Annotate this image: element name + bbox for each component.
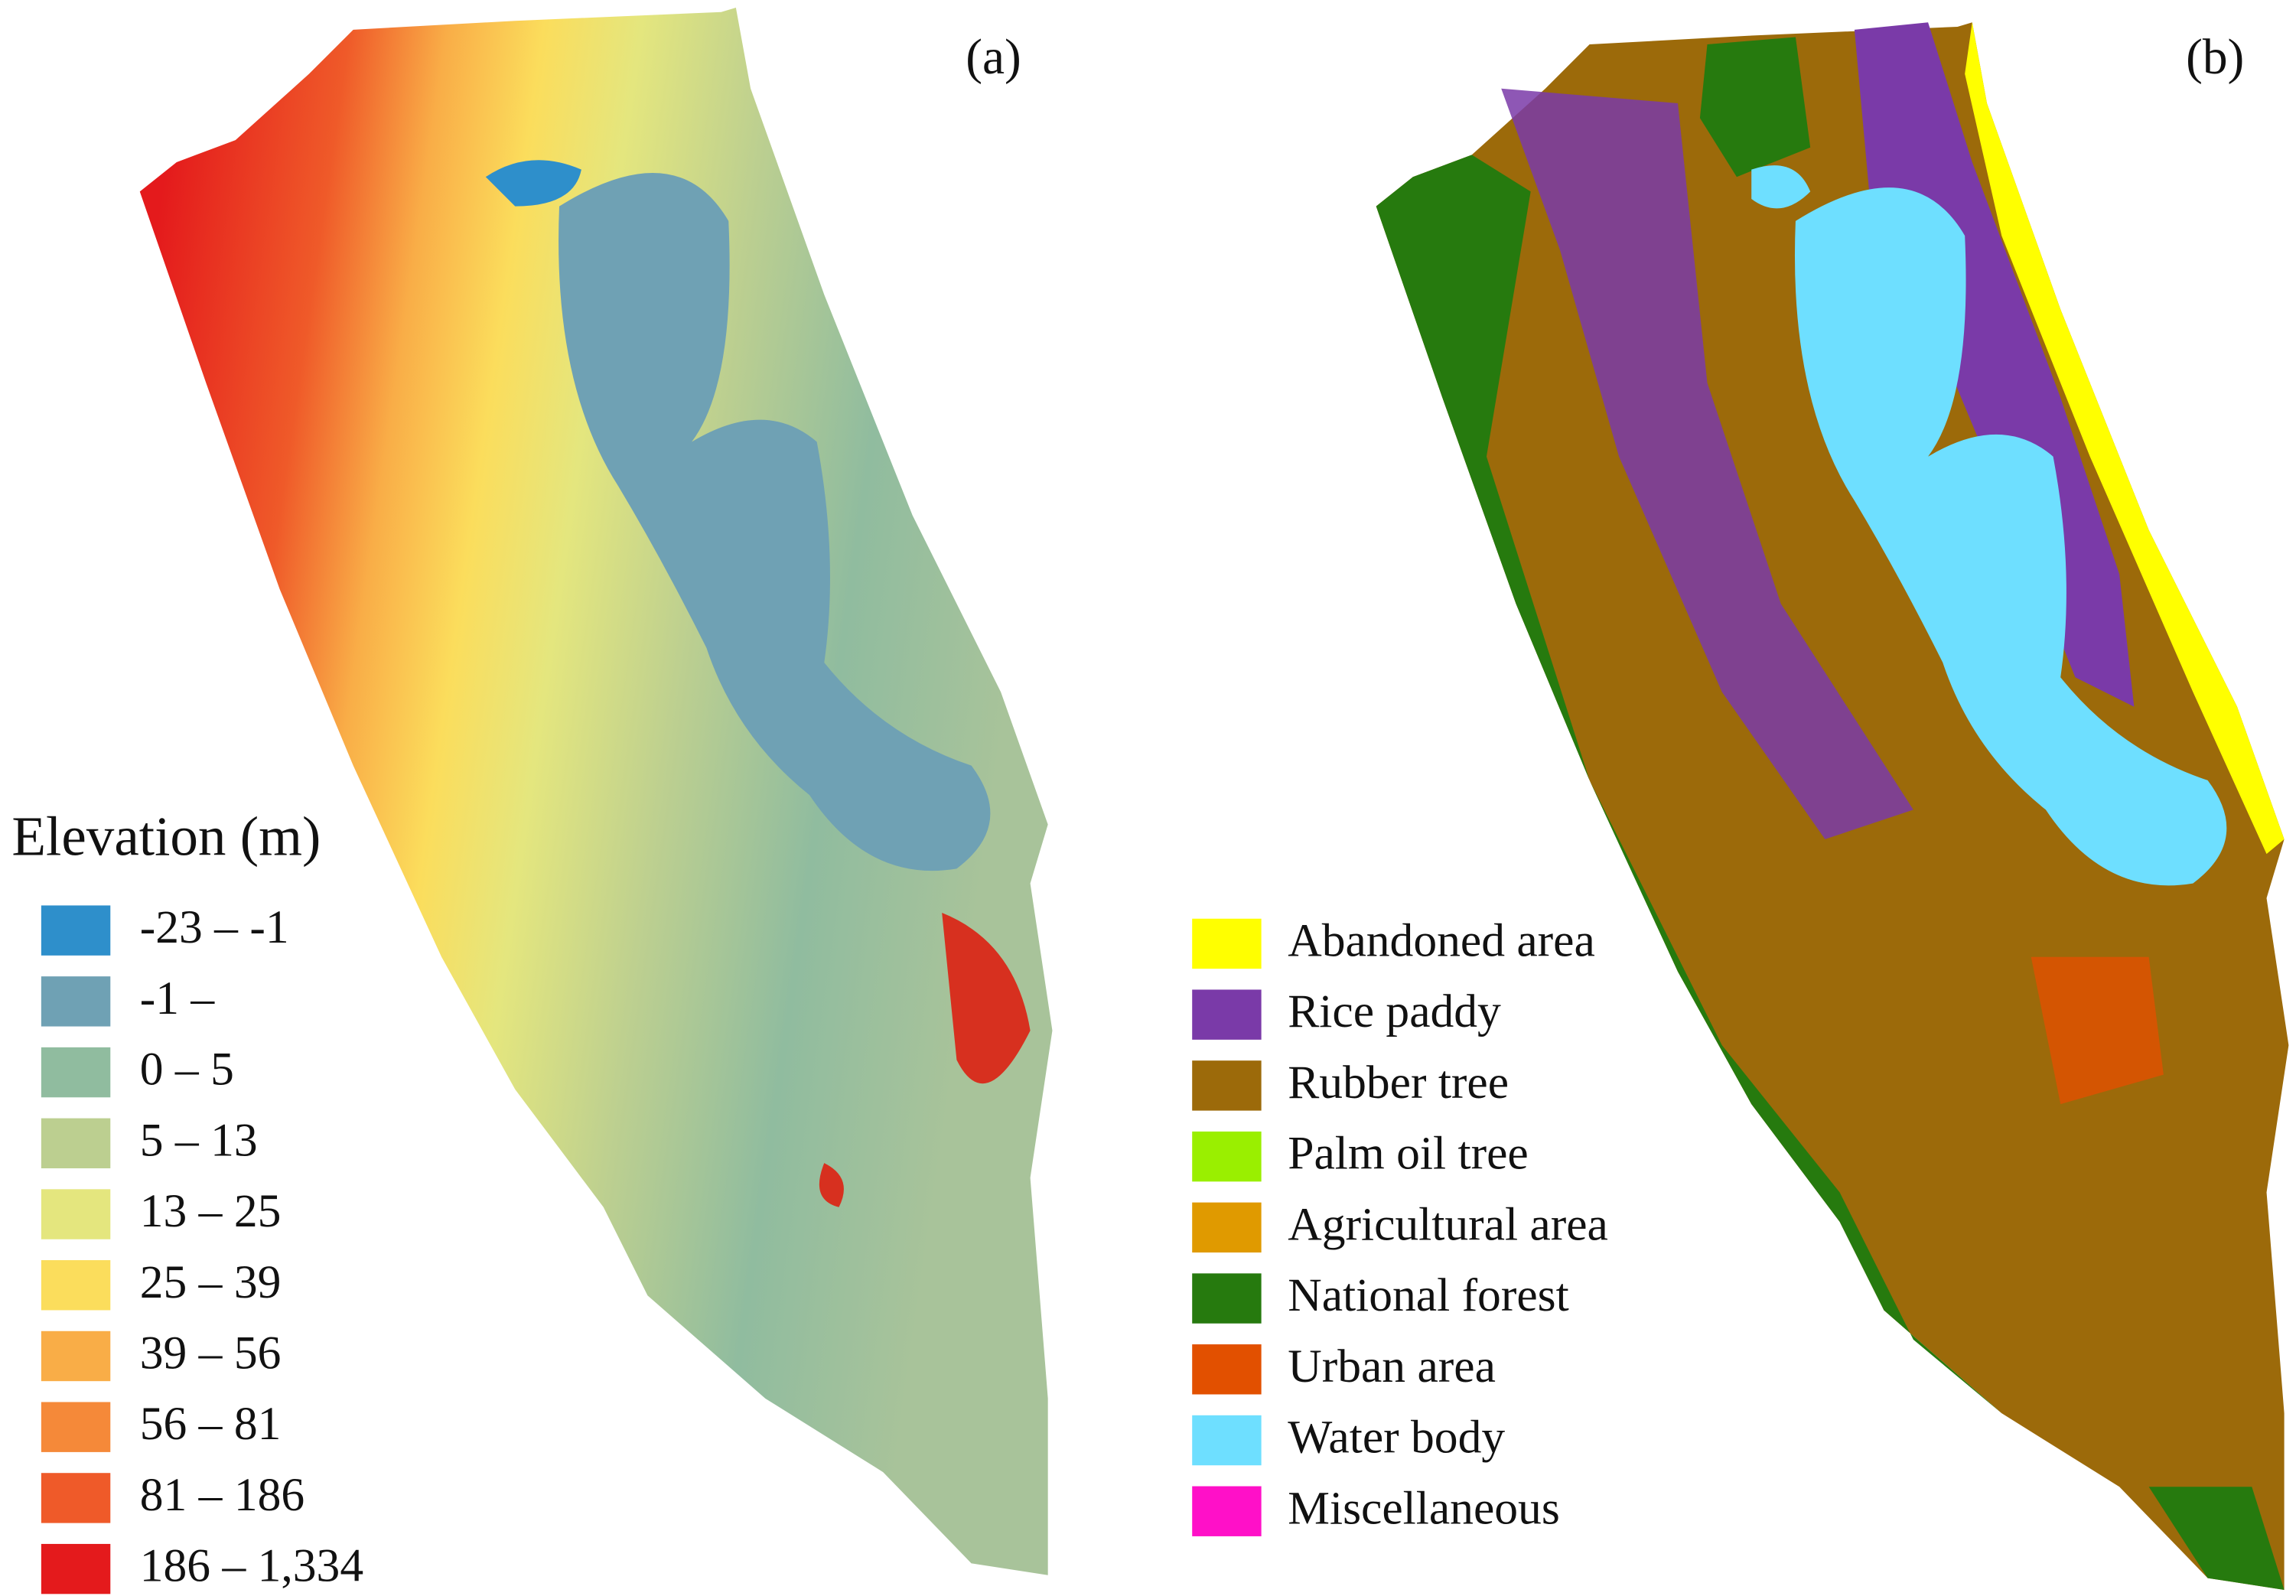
legend-swatch (1192, 1202, 1262, 1253)
legend-label: National forest (1288, 1269, 1568, 1321)
legend-label: Water body (1288, 1412, 1505, 1464)
legend-title: Elevation (m) (11, 805, 321, 867)
legend-swatch (1192, 918, 1262, 969)
legends: (a) Elevation (m) -23 – -1 -1 – 0 – 5 5 – 13 1… (11, 30, 2244, 1594)
legend-swatch (41, 1543, 111, 1594)
legend-label: Abandoned area (1288, 914, 1595, 966)
legend-label: Miscellaneous (1288, 1482, 1560, 1534)
legend-swatch (41, 1473, 111, 1523)
legend-swatch (1192, 1415, 1262, 1466)
legend-label: 0 – 5 (140, 1044, 234, 1096)
legend-swatch (41, 1047, 111, 1098)
hill (819, 913, 1031, 1207)
legend-swatch (1192, 1131, 1262, 1182)
rice (1501, 88, 1913, 839)
legend-swatch (41, 1331, 111, 1382)
legend-label: Palm oil tree (1288, 1128, 1529, 1180)
legend-swatch (41, 1402, 111, 1452)
urban (2031, 956, 2164, 1105)
legend-label: 13 – 25 (140, 1185, 282, 1237)
forest (1376, 155, 2002, 1414)
deep-water (485, 160, 581, 207)
rice (1854, 22, 2135, 707)
legend-label: 81 – 186 (140, 1469, 305, 1521)
lagoon (559, 172, 991, 871)
panel-label: (a) (966, 30, 1021, 85)
legend-swatch (41, 1260, 111, 1311)
legend-label: Rubber tree (1288, 1057, 1509, 1109)
legend-label: -23 – -1 (140, 901, 289, 953)
legend-swatch (41, 1189, 111, 1239)
land-use-map (1376, 22, 2289, 1590)
legend-swatch (1192, 1273, 1262, 1324)
legend-swatch (1192, 1486, 1262, 1536)
legend-label: Rice paddy (1288, 985, 1501, 1037)
legend-label: 5 – 13 (140, 1114, 258, 1166)
legend-label: 186 – 1,334 (140, 1540, 363, 1592)
legend-label: -1 – (140, 972, 216, 1024)
elevation-map (139, 7, 1053, 1575)
abandoned (1965, 22, 2285, 855)
legend-swatch (1192, 989, 1262, 1040)
legend-label: Urban area (1288, 1340, 1496, 1392)
legend-label: Agricultural area (1288, 1198, 1608, 1250)
legend-swatch (1192, 1060, 1262, 1111)
legend-swatch (41, 976, 111, 1027)
legend-label: 56 – 81 (140, 1398, 282, 1450)
water (1751, 165, 1811, 209)
forest (1699, 37, 1811, 178)
legend-label: 39 – 56 (140, 1327, 282, 1379)
legend-swatch (41, 1118, 111, 1169)
legend-label: 25 – 39 (140, 1256, 282, 1308)
legend-swatch (41, 905, 111, 956)
panel-label: (b) (2186, 30, 2244, 85)
legend-swatch (1192, 1344, 1262, 1395)
lagoon (1794, 187, 2227, 886)
forest (2148, 1487, 2285, 1590)
